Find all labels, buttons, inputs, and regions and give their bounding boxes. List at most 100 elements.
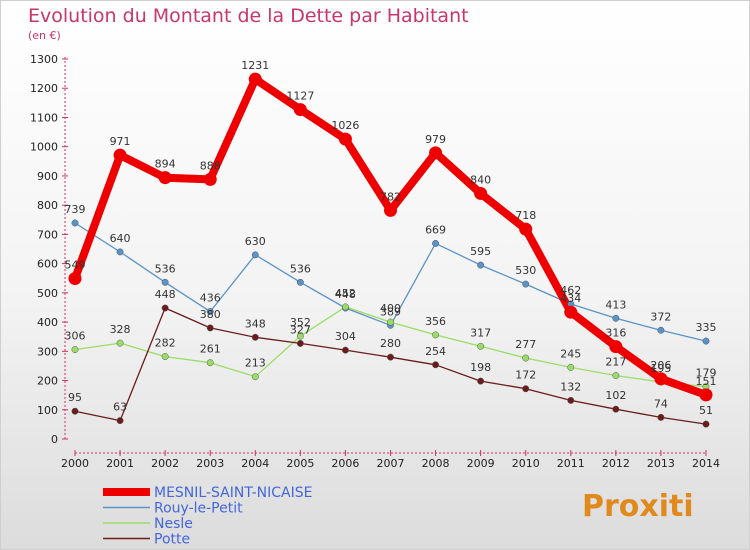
data-point [161, 278, 169, 286]
data-point [654, 372, 668, 386]
data-label: 434 [560, 292, 581, 305]
y-tick-label: 1200 [30, 82, 58, 95]
data-label: 217 [605, 356, 626, 369]
legend-label: Potte [154, 532, 190, 548]
data-label: 151 [696, 375, 717, 388]
data-point [341, 346, 349, 354]
data-label: 372 [650, 310, 671, 323]
x-tick-label: 2003 [196, 457, 224, 470]
data-point [251, 251, 259, 259]
y-tick-label: 200 [37, 375, 58, 388]
legend-label: Nesle [154, 516, 193, 532]
svg-text:Proxiti: Proxiti [582, 489, 694, 524]
data-point [293, 103, 307, 117]
data-point [158, 171, 172, 185]
data-point [251, 333, 259, 341]
data-label: 530 [515, 264, 536, 277]
data-point [206, 324, 214, 332]
data-label: 327 [290, 323, 311, 336]
data-label: 317 [470, 326, 491, 339]
x-tick-label: 2006 [331, 457, 359, 470]
chart-subtitle: (en €) [28, 29, 61, 42]
data-point [657, 413, 665, 421]
x-tick-label: 2001 [106, 457, 134, 470]
data-label: 245 [560, 347, 581, 360]
y-tick-label: 1300 [30, 53, 58, 66]
data-point [251, 373, 259, 381]
data-label: 413 [605, 298, 626, 311]
data-label: 1026 [331, 119, 359, 132]
legend-label: Rouy-le-Petit [154, 501, 243, 517]
data-label: 536 [155, 262, 176, 275]
data-label: 452 [335, 287, 356, 300]
y-tick-label: 600 [37, 258, 58, 271]
data-label: 282 [155, 337, 176, 350]
data-label: 277 [515, 338, 536, 351]
data-label: 280 [380, 337, 401, 350]
data-label: 1231 [241, 59, 269, 72]
data-label: 669 [425, 223, 446, 236]
data-label: 213 [245, 357, 266, 370]
data-point [71, 407, 79, 415]
data-label: 1127 [286, 90, 314, 103]
data-label: 74 [654, 397, 668, 410]
data-point [522, 280, 530, 288]
data-point [432, 331, 440, 339]
data-label: 448 [335, 288, 356, 301]
data-label: 630 [245, 235, 266, 248]
data-label: 979 [425, 133, 446, 146]
chart-title: Evolution du Montant de la Dette par Hab… [28, 5, 469, 27]
data-label: 306 [65, 330, 86, 343]
data-point [68, 272, 82, 286]
data-label: 348 [245, 317, 266, 330]
y-tick-label: 300 [37, 345, 58, 358]
data-label: 894 [155, 158, 176, 171]
x-tick-label: 2012 [602, 457, 630, 470]
data-label: 640 [110, 232, 131, 245]
data-point [474, 186, 488, 200]
data-label: 172 [515, 369, 536, 382]
data-label: 335 [696, 321, 717, 334]
data-label: 198 [470, 361, 491, 374]
data-label: 840 [470, 173, 491, 186]
data-point [203, 172, 217, 186]
x-tick-label: 2002 [151, 457, 179, 470]
data-point [296, 278, 304, 286]
data-label: 718 [515, 209, 536, 222]
x-tick-label: 2005 [286, 457, 314, 470]
data-label: 328 [110, 323, 131, 336]
x-tick-label: 2010 [512, 457, 540, 470]
x-tick-label: 2000 [61, 457, 89, 470]
data-point [341, 303, 349, 311]
y-tick-label: 1000 [30, 141, 58, 154]
data-point [161, 353, 169, 361]
data-point [248, 72, 262, 86]
data-label: 102 [605, 389, 626, 402]
data-point [564, 305, 578, 319]
data-label: 448 [155, 288, 176, 301]
data-label: 380 [200, 308, 221, 321]
data-point [477, 342, 485, 350]
data-point [567, 396, 575, 404]
data-label: 888 [200, 159, 221, 172]
data-point [113, 148, 127, 162]
x-tick-label: 2008 [422, 457, 450, 470]
legend-label: MESNIL-SAINT-NICAISE [154, 485, 312, 501]
data-label: 316 [605, 327, 626, 340]
data-label: 206 [650, 359, 671, 372]
data-point [429, 146, 443, 160]
x-tick-label: 2007 [377, 457, 405, 470]
data-point [206, 308, 214, 316]
data-point [296, 339, 304, 347]
data-label: 352 [290, 316, 311, 329]
x-tick-label: 2009 [467, 457, 495, 470]
data-label: 595 [470, 245, 491, 258]
y-tick-label: 400 [37, 316, 58, 329]
data-label: 63 [113, 401, 127, 414]
proxiti-logo: Proxiti [582, 489, 694, 524]
data-label: 536 [290, 262, 311, 275]
data-point [116, 339, 124, 347]
y-tick-label: 700 [37, 228, 58, 241]
